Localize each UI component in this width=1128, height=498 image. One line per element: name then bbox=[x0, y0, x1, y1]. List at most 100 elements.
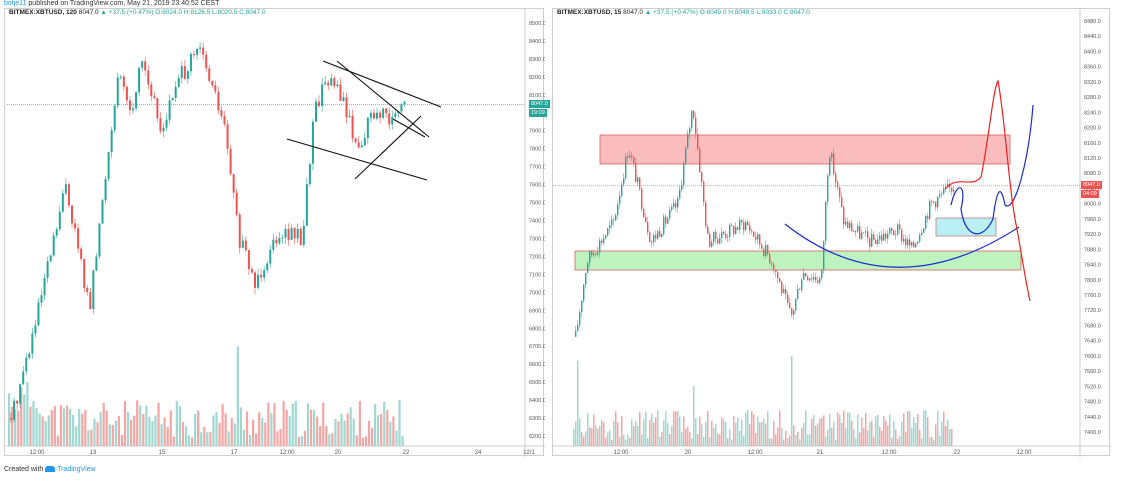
right-legend-change: ▲ +37.5 (+0.47%) bbox=[644, 9, 698, 16]
right-price-tick: 7680.0 bbox=[1084, 323, 1101, 329]
right-candle-body bbox=[827, 175, 829, 202]
left-volume-bar bbox=[163, 417, 166, 446]
left-candle-body bbox=[241, 240, 244, 248]
left-volume-bar bbox=[99, 412, 102, 446]
left-volume-bar bbox=[184, 426, 188, 446]
left-candle-body bbox=[299, 228, 302, 245]
right-candle-body bbox=[917, 241, 919, 244]
right-candle-body bbox=[681, 185, 683, 190]
right-candle-body bbox=[783, 289, 785, 293]
right-volume-bar bbox=[931, 436, 933, 446]
right-volume-bar bbox=[599, 425, 601, 446]
cup-arc-projection bbox=[784, 223, 1020, 268]
left-price-tick: 8100.0 bbox=[529, 93, 545, 99]
left-candle-body bbox=[354, 138, 357, 143]
left-volume-bar bbox=[154, 415, 157, 446]
left-candle-body bbox=[64, 184, 67, 194]
left-price-tick: 6300.0 bbox=[529, 416, 545, 422]
left-volume-bar bbox=[361, 437, 364, 446]
right-volume-bar bbox=[795, 434, 797, 446]
right-candle-body bbox=[777, 272, 779, 279]
left-chart-canvas[interactable]: 8500.08400.08300.08200.08100.08000.07900… bbox=[5, 9, 545, 457]
left-candle-body bbox=[217, 91, 220, 111]
left-candle-body bbox=[391, 116, 394, 125]
left-volume-bar bbox=[29, 406, 32, 446]
left-volume-bar bbox=[181, 422, 185, 446]
right-volume-bar bbox=[667, 423, 669, 446]
right-volume-bar bbox=[673, 411, 675, 446]
right-candle-body bbox=[659, 231, 661, 237]
footer-brand-link[interactable]: TradingView bbox=[57, 466, 96, 473]
right-candle-body bbox=[867, 231, 869, 239]
right-candle-body bbox=[577, 325, 579, 331]
right-candle-body bbox=[605, 235, 607, 239]
right-volume-bar bbox=[653, 422, 655, 446]
right-volume-bar bbox=[721, 417, 723, 446]
left-candle-body bbox=[180, 66, 183, 79]
right-candle-body bbox=[851, 223, 853, 232]
right-candle-body bbox=[707, 226, 709, 234]
right-candle-body bbox=[823, 241, 825, 270]
right-volume-bar bbox=[597, 428, 599, 446]
right-candle-body bbox=[837, 182, 839, 188]
right-volume-bar bbox=[577, 361, 579, 446]
right-candle-body bbox=[799, 289, 801, 290]
author-link[interactable]: botje11 bbox=[4, 0, 27, 7]
right-candle-body bbox=[805, 272, 807, 277]
right-volume-bar bbox=[945, 425, 947, 446]
right-candle-body bbox=[921, 232, 923, 236]
right-price-tick: 7480.0 bbox=[1084, 400, 1101, 406]
right-candle-body bbox=[595, 253, 597, 255]
left-candle-body bbox=[122, 76, 125, 87]
left-volume-bar bbox=[264, 422, 267, 446]
left-volume-bar bbox=[20, 387, 23, 446]
left-volume-bar bbox=[87, 430, 90, 446]
publish-text: published on TradingView.com, May 21, 20… bbox=[28, 0, 220, 7]
right-volume-bar bbox=[735, 422, 737, 446]
left-volume-bar bbox=[187, 435, 191, 446]
right-candle-body bbox=[905, 238, 907, 246]
left-candle-body bbox=[119, 76, 122, 78]
left-volume-bar bbox=[291, 403, 294, 446]
left-volume-bar bbox=[352, 418, 355, 446]
right-candle-body bbox=[879, 235, 881, 240]
right-volume-bar bbox=[853, 428, 855, 446]
right-candle-body bbox=[613, 219, 615, 221]
right-chart-panel[interactable]: 8480.0 8440.0 8400.0 8360.0 8320.0 8280.0 8240… bbox=[552, 8, 1111, 457]
right-volume-bar bbox=[671, 425, 673, 446]
left-volume-bar bbox=[17, 410, 20, 446]
right-volume-bar bbox=[641, 434, 643, 446]
right-chart-canvas[interactable]: 8480.0 8440.0 8400.0 8360.0 8320.0 8280.0 8240… bbox=[553, 9, 1111, 457]
right-volume-bar bbox=[583, 436, 585, 446]
left-chart-panel[interactable]: 8500.08400.08300.08200.08100.08000.07900… bbox=[4, 8, 550, 457]
left-volume-bar bbox=[349, 407, 352, 446]
left-candle-body bbox=[156, 98, 159, 119]
right-volume-bar bbox=[595, 425, 597, 446]
left-volume-bar bbox=[26, 381, 29, 446]
left-volume-bar bbox=[325, 426, 328, 446]
right-candle-body bbox=[761, 244, 763, 249]
right-volume-bar bbox=[865, 413, 867, 446]
publish-info: botje11 published on TradingView.com, Ma… bbox=[4, 0, 219, 7]
right-volume-bar bbox=[751, 410, 753, 446]
right-candle-body bbox=[643, 208, 645, 218]
left-volume-bar bbox=[343, 420, 346, 446]
right-price-tick: 7640.0 bbox=[1084, 339, 1101, 345]
left-trendline bbox=[336, 60, 430, 138]
right-volume-bar bbox=[875, 416, 877, 446]
left-trendline bbox=[392, 118, 426, 138]
left-candle-body bbox=[196, 48, 199, 55]
left-volume-bar bbox=[72, 415, 75, 446]
right-volume-bar bbox=[897, 438, 899, 446]
left-candle-body bbox=[339, 84, 342, 101]
right-candle-body bbox=[789, 302, 791, 308]
left-candle-body bbox=[308, 163, 311, 185]
left-volume-bar bbox=[62, 408, 66, 446]
right-volume-bar bbox=[883, 416, 885, 446]
left-candle-body bbox=[95, 256, 98, 271]
left-volume-bar bbox=[178, 405, 181, 446]
right-candle-body bbox=[841, 197, 843, 207]
left-candle-body bbox=[10, 418, 12, 420]
right-volume-bar bbox=[873, 436, 875, 446]
right-volume-bar bbox=[921, 438, 923, 446]
